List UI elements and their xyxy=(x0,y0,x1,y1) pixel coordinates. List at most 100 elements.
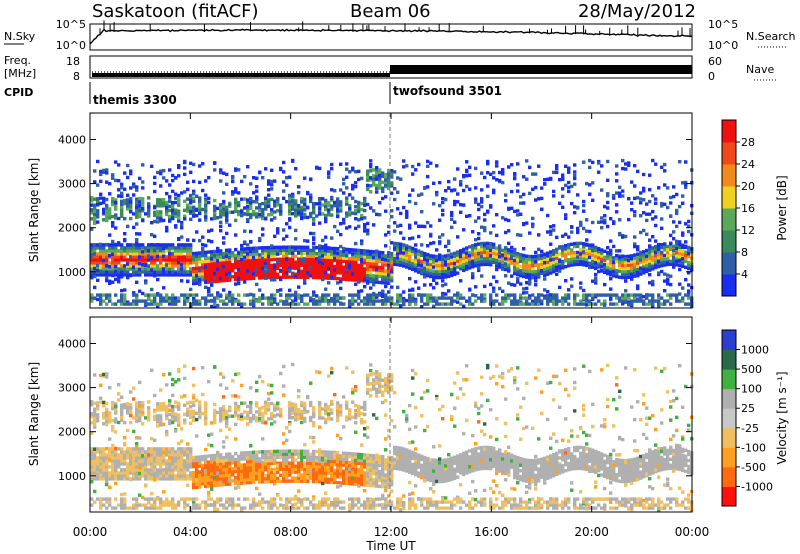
power-cell xyxy=(261,270,265,274)
power-cell xyxy=(570,248,574,252)
power-cell xyxy=(360,213,364,218)
power-cell xyxy=(333,296,337,300)
power-cell xyxy=(663,257,667,261)
velocity-cell xyxy=(165,462,169,466)
power-cell xyxy=(642,299,646,303)
velocity-cell xyxy=(117,477,121,481)
power-cell xyxy=(366,202,370,207)
power-cell xyxy=(234,253,238,258)
power-cell xyxy=(339,256,343,260)
power-cell xyxy=(498,170,502,175)
power-cell xyxy=(486,262,490,267)
power-cell xyxy=(114,216,118,220)
power-cell xyxy=(159,302,163,306)
power-cell xyxy=(606,206,610,210)
power-cell xyxy=(249,229,253,234)
velocity-cell xyxy=(138,380,142,385)
power-cell xyxy=(405,209,409,214)
power-cell xyxy=(378,255,382,259)
power-cell xyxy=(213,249,217,254)
power-cell xyxy=(207,256,211,260)
power-cell xyxy=(165,244,169,248)
power-cell xyxy=(174,246,178,250)
power-cell xyxy=(327,255,331,259)
power-cell xyxy=(261,273,265,277)
power-cell xyxy=(423,302,427,306)
power-cell xyxy=(648,273,652,277)
power-cell xyxy=(126,267,130,271)
power-cell xyxy=(360,276,364,280)
power-cell xyxy=(90,296,94,300)
power-cell xyxy=(162,258,166,262)
power-cell xyxy=(618,299,622,303)
power-cell xyxy=(255,299,259,303)
power-cell xyxy=(582,302,586,306)
power-cell xyxy=(162,169,166,173)
power-cell xyxy=(567,246,571,250)
power-cell xyxy=(189,267,193,271)
power-cell xyxy=(681,201,685,205)
power-cell xyxy=(357,275,361,280)
power-cell xyxy=(507,266,511,270)
power-cell xyxy=(540,265,544,269)
power-cell xyxy=(231,263,235,267)
power-cell xyxy=(384,299,388,303)
power-cell xyxy=(564,253,568,257)
power-cell xyxy=(378,268,382,273)
power-cell xyxy=(420,293,424,297)
power-cell xyxy=(447,259,451,263)
power-cell xyxy=(519,269,523,273)
power-cell xyxy=(198,268,202,272)
power-cell xyxy=(204,250,208,255)
power-cell xyxy=(528,257,532,262)
power-cell xyxy=(435,269,439,274)
power-cell xyxy=(684,256,688,260)
power-cell xyxy=(552,296,556,300)
velocity-cell xyxy=(147,412,151,416)
power-cell xyxy=(114,213,118,217)
power-cell xyxy=(471,256,475,260)
power-cell xyxy=(525,254,529,258)
power-cell xyxy=(489,293,493,297)
power-cell xyxy=(174,255,178,259)
power-cell xyxy=(624,266,628,271)
power-cell xyxy=(141,261,145,265)
power-cell xyxy=(291,275,295,279)
power-cell xyxy=(474,197,478,201)
power-cell xyxy=(444,292,448,296)
power-cell xyxy=(117,241,121,245)
power-cell xyxy=(234,277,238,282)
power-cell xyxy=(423,293,427,297)
power-cell xyxy=(363,273,367,277)
power-cell xyxy=(369,261,373,266)
power-cell xyxy=(288,275,292,279)
power-cell xyxy=(408,226,412,230)
power-cell xyxy=(114,258,118,262)
power-cell xyxy=(324,252,328,256)
power-cell xyxy=(672,248,676,252)
velocity-cell xyxy=(135,401,139,405)
power-cell xyxy=(441,283,445,288)
power-cell xyxy=(675,242,679,246)
power-cell xyxy=(291,302,295,306)
power-cell xyxy=(318,252,322,256)
power-cell xyxy=(459,249,463,253)
power-cell xyxy=(648,188,652,192)
power-cell xyxy=(120,202,124,206)
power-cell xyxy=(450,213,454,217)
power-cell xyxy=(381,275,385,279)
power-cell xyxy=(501,253,505,257)
power-cell xyxy=(585,218,589,222)
power-cell xyxy=(108,296,112,300)
power-cell xyxy=(132,261,136,265)
power-cell xyxy=(396,296,400,300)
power-cell xyxy=(375,253,379,257)
velocity-cell xyxy=(120,418,124,422)
power-cell xyxy=(405,213,409,217)
power-cell xyxy=(201,162,205,166)
power-cell xyxy=(528,282,532,286)
power-cell xyxy=(495,160,499,164)
power-cell xyxy=(387,290,391,294)
power-cell xyxy=(372,277,376,281)
power-cell xyxy=(378,176,382,181)
